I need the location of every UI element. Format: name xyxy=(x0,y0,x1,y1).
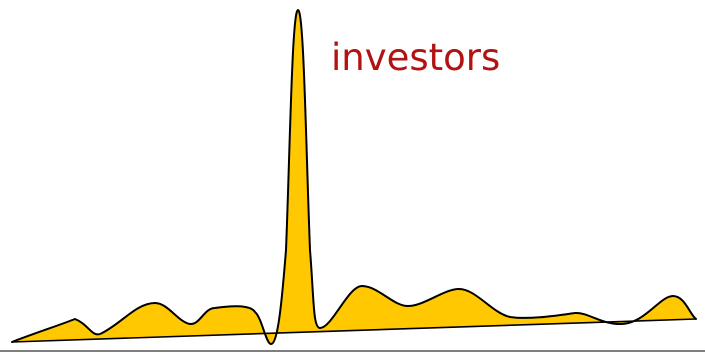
investors-label: investors xyxy=(331,36,500,79)
slope-line xyxy=(11,318,697,343)
wave-line xyxy=(11,9,697,345)
